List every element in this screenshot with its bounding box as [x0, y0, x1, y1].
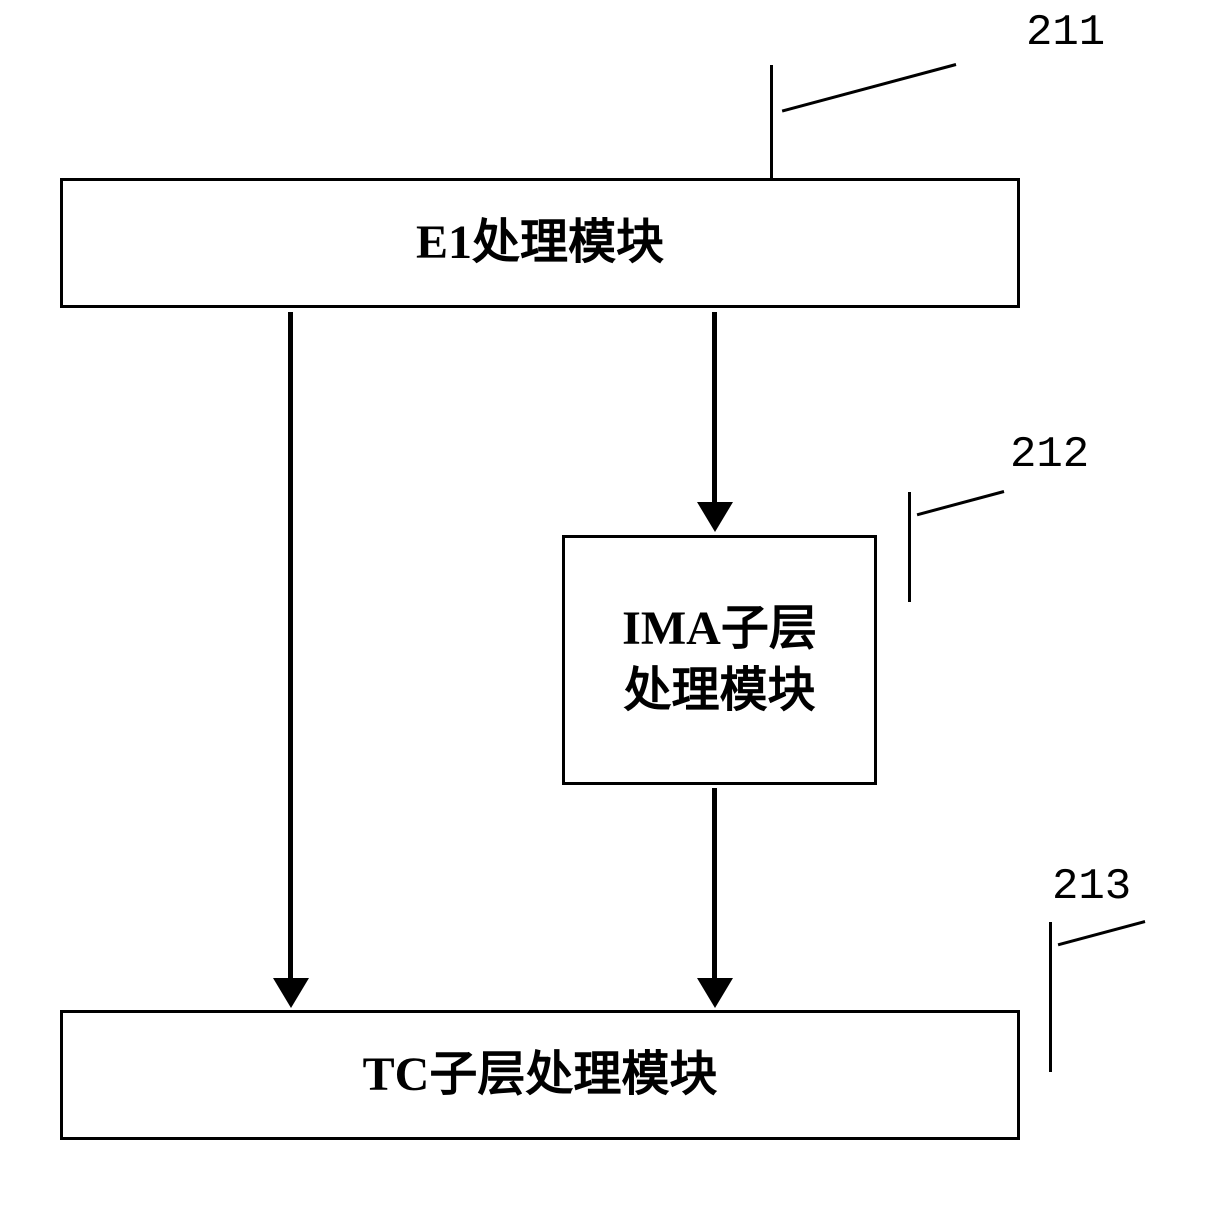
leader-212-v — [908, 492, 911, 602]
leader-213-h — [1058, 920, 1146, 946]
box-ima-label-line1: IMA子层 — [622, 602, 817, 655]
arrow-ima-to-tc-head — [697, 978, 733, 1008]
arrow-e1-to-ima-line — [712, 312, 717, 504]
box-e1: E1处理模块 — [60, 178, 1020, 308]
ref-label-211: 211 — [1026, 8, 1105, 58]
leader-211-v — [770, 65, 773, 178]
arrow-ima-to-tc-line — [712, 788, 717, 980]
box-ima: IMA子层 处理模块 — [562, 535, 877, 785]
arrow-e1-to-tc-line — [288, 312, 293, 980]
box-ima-label-line2: 处理模块 — [623, 664, 815, 717]
box-ima-label: IMA子层 处理模块 — [622, 598, 817, 723]
box-e1-label: E1处理模块 — [416, 212, 664, 274]
leader-213-v — [1049, 922, 1052, 1072]
arrow-e1-to-tc-head — [273, 978, 309, 1008]
ref-label-212: 212 — [1010, 430, 1089, 480]
box-tc: TC子层处理模块 — [60, 1010, 1020, 1140]
leader-212-h — [917, 490, 1005, 516]
ref-label-213: 213 — [1052, 862, 1131, 912]
box-tc-label: TC子层处理模块 — [363, 1044, 718, 1106]
diagram-canvas: E1处理模块 IMA子层 处理模块 TC子层处理模块 211 212 213 — [0, 0, 1211, 1226]
leader-211-h — [782, 63, 957, 112]
arrow-e1-to-ima-head — [697, 502, 733, 532]
